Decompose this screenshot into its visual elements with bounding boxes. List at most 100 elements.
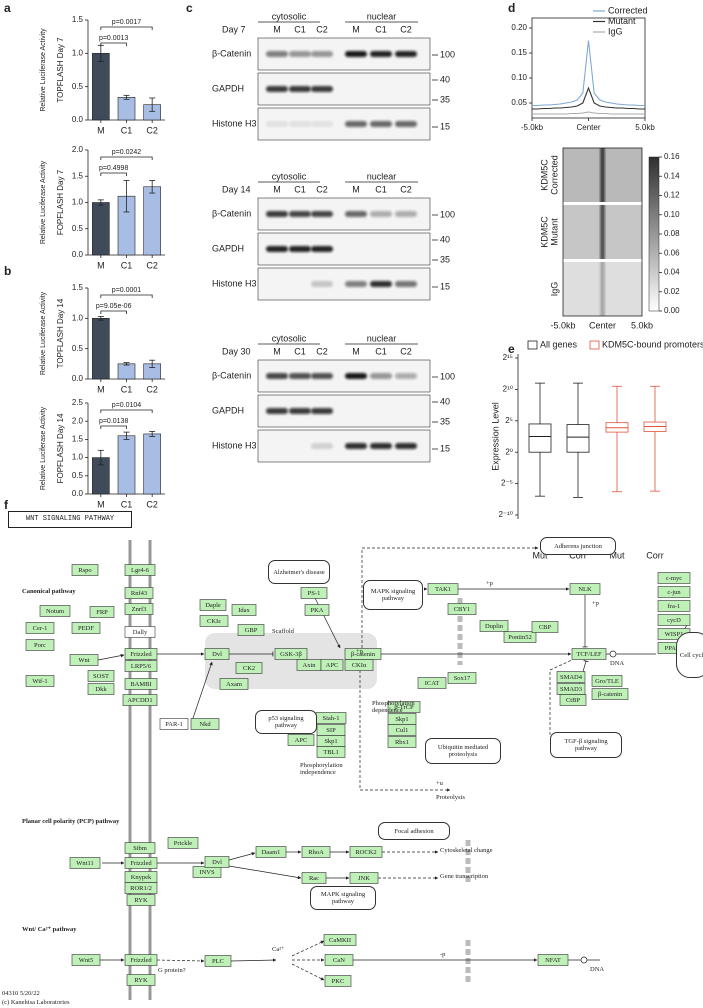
blot-band [311,443,333,449]
row-label: GAPDH [212,83,244,93]
row-label: β-Catenin [212,370,251,380]
marker-label: 15 [440,281,450,291]
gene-label: Frizzled [130,957,152,964]
blot-band [289,86,311,92]
gene-label: SMAD3 [560,686,582,693]
arrow [291,963,325,981]
gene-label: Frizzled [130,651,152,658]
blot-band [266,211,288,217]
panel-label: f [4,498,9,512]
x-tick-label: C1 [121,260,133,270]
y-axis-outer-title: Relative Luciferase Activity [40,28,47,112]
pathway-note-frame: G protein? [158,967,186,974]
y-tick-label: 1.5 [72,15,84,24]
significance-bracket [100,156,153,160]
gene-node [324,954,354,966]
x-tick-label: Center [589,320,616,330]
gene-label: PPARδ [665,645,684,652]
gene-label: Knypek [131,874,152,881]
x-tick-label: 5.0kb [635,123,655,132]
x-tick-label: Center [576,123,600,132]
gene-label: TBL1 [323,749,339,756]
gene-node [87,670,115,682]
gene-node [324,975,352,987]
blot-band [289,121,311,127]
y-tick-label: 2¹⁵ [503,353,513,362]
gene-node [569,583,601,595]
y-tick-label: 2⁰ [505,447,513,456]
colorbar-tick-label: 0.14 [664,171,680,180]
x-tick-label: C1 [121,125,133,135]
gene-label: RYK [134,897,148,904]
gene-label: Rnf43 [131,590,147,597]
x-tick-label: C1 [121,384,133,394]
y-tick-label: 0.5 [72,82,84,91]
p-value-label: p=9.05e-06 [96,303,132,310]
pathway-note: -p [440,951,446,958]
x-tick-label: C1 [121,499,133,509]
gene-node [199,615,229,627]
lane-label: M [352,184,360,194]
gene-node [69,654,99,666]
gene-node [301,872,327,884]
pathway-map: MAPK signaling pathway [310,886,376,910]
row-label: KDM5C [539,216,549,248]
y-tick-label: 2.0 [72,416,84,425]
arrow [291,940,325,957]
x-tick-label: -5.0kb [521,123,544,132]
gene-label: APC [295,737,308,744]
gene-node [556,671,586,683]
fraction-label: nuclear [367,171,397,181]
lane-label: M [352,346,360,356]
profile-line [532,111,645,115]
x-tick-label: C2 [146,499,158,509]
pathway-map: TGF-β signaling pathway [550,732,622,758]
gene-node [571,648,607,660]
legend-label: IgG [608,26,623,36]
marker-label: 35 [440,94,450,104]
blot-band [266,246,288,252]
y-axis-title: TOPFLASH Day 14 [56,298,65,368]
gene-node [87,683,115,695]
y-tick-label: 1.0 [72,48,84,57]
gene-label: Skp1 [395,716,408,723]
pathway-note: 04310 5/20/22 [2,990,40,997]
blot-band [311,281,333,287]
gene-node [122,694,158,706]
gene-label: ICAT [425,680,439,687]
fraction-label: nuclear [367,333,397,343]
arrow [156,959,205,963]
pathway-note: +u [436,780,443,787]
legend-label: Mutant [608,16,636,26]
gene-label: TCF/LEF [576,651,602,658]
blot-band [395,51,417,57]
gene-node [39,605,71,617]
gene-node [591,675,623,687]
pathway-title-frame: WNT SIGNALING PATHWAY [8,511,132,528]
lane-label: C1 [294,24,306,34]
blot-band [370,51,392,57]
gene-label: Nkd [199,721,211,728]
gene-label: CKIα [352,662,367,669]
pathway-note: Gene transcription [440,873,489,880]
heatmap-row [563,205,642,259]
gene-node [199,599,227,611]
gene-label: Axam [226,681,242,688]
gene-node [503,631,537,643]
gene-label: Porc [34,642,46,649]
blot-band [395,443,417,449]
gene-label: Prickle [174,840,193,847]
gene-node [25,622,55,634]
y-tick-label: 1.5 [72,283,84,292]
pathway-note-frame: 04310 5/20/22 [2,990,40,997]
pathway-note: DNA [610,660,625,667]
y-axis-outer-title: Relative Luciferase Activity [40,160,47,244]
pathway-map: MAPK signaling pathway [363,580,423,610]
gene-node [25,675,55,687]
gene-node [124,603,154,615]
pathway-map: p53 signaling pathway [255,710,317,734]
legend-label: Corrected [608,5,648,15]
gene-label: RhoA [308,849,324,856]
blot-band [311,121,333,127]
blot-band [266,373,288,379]
